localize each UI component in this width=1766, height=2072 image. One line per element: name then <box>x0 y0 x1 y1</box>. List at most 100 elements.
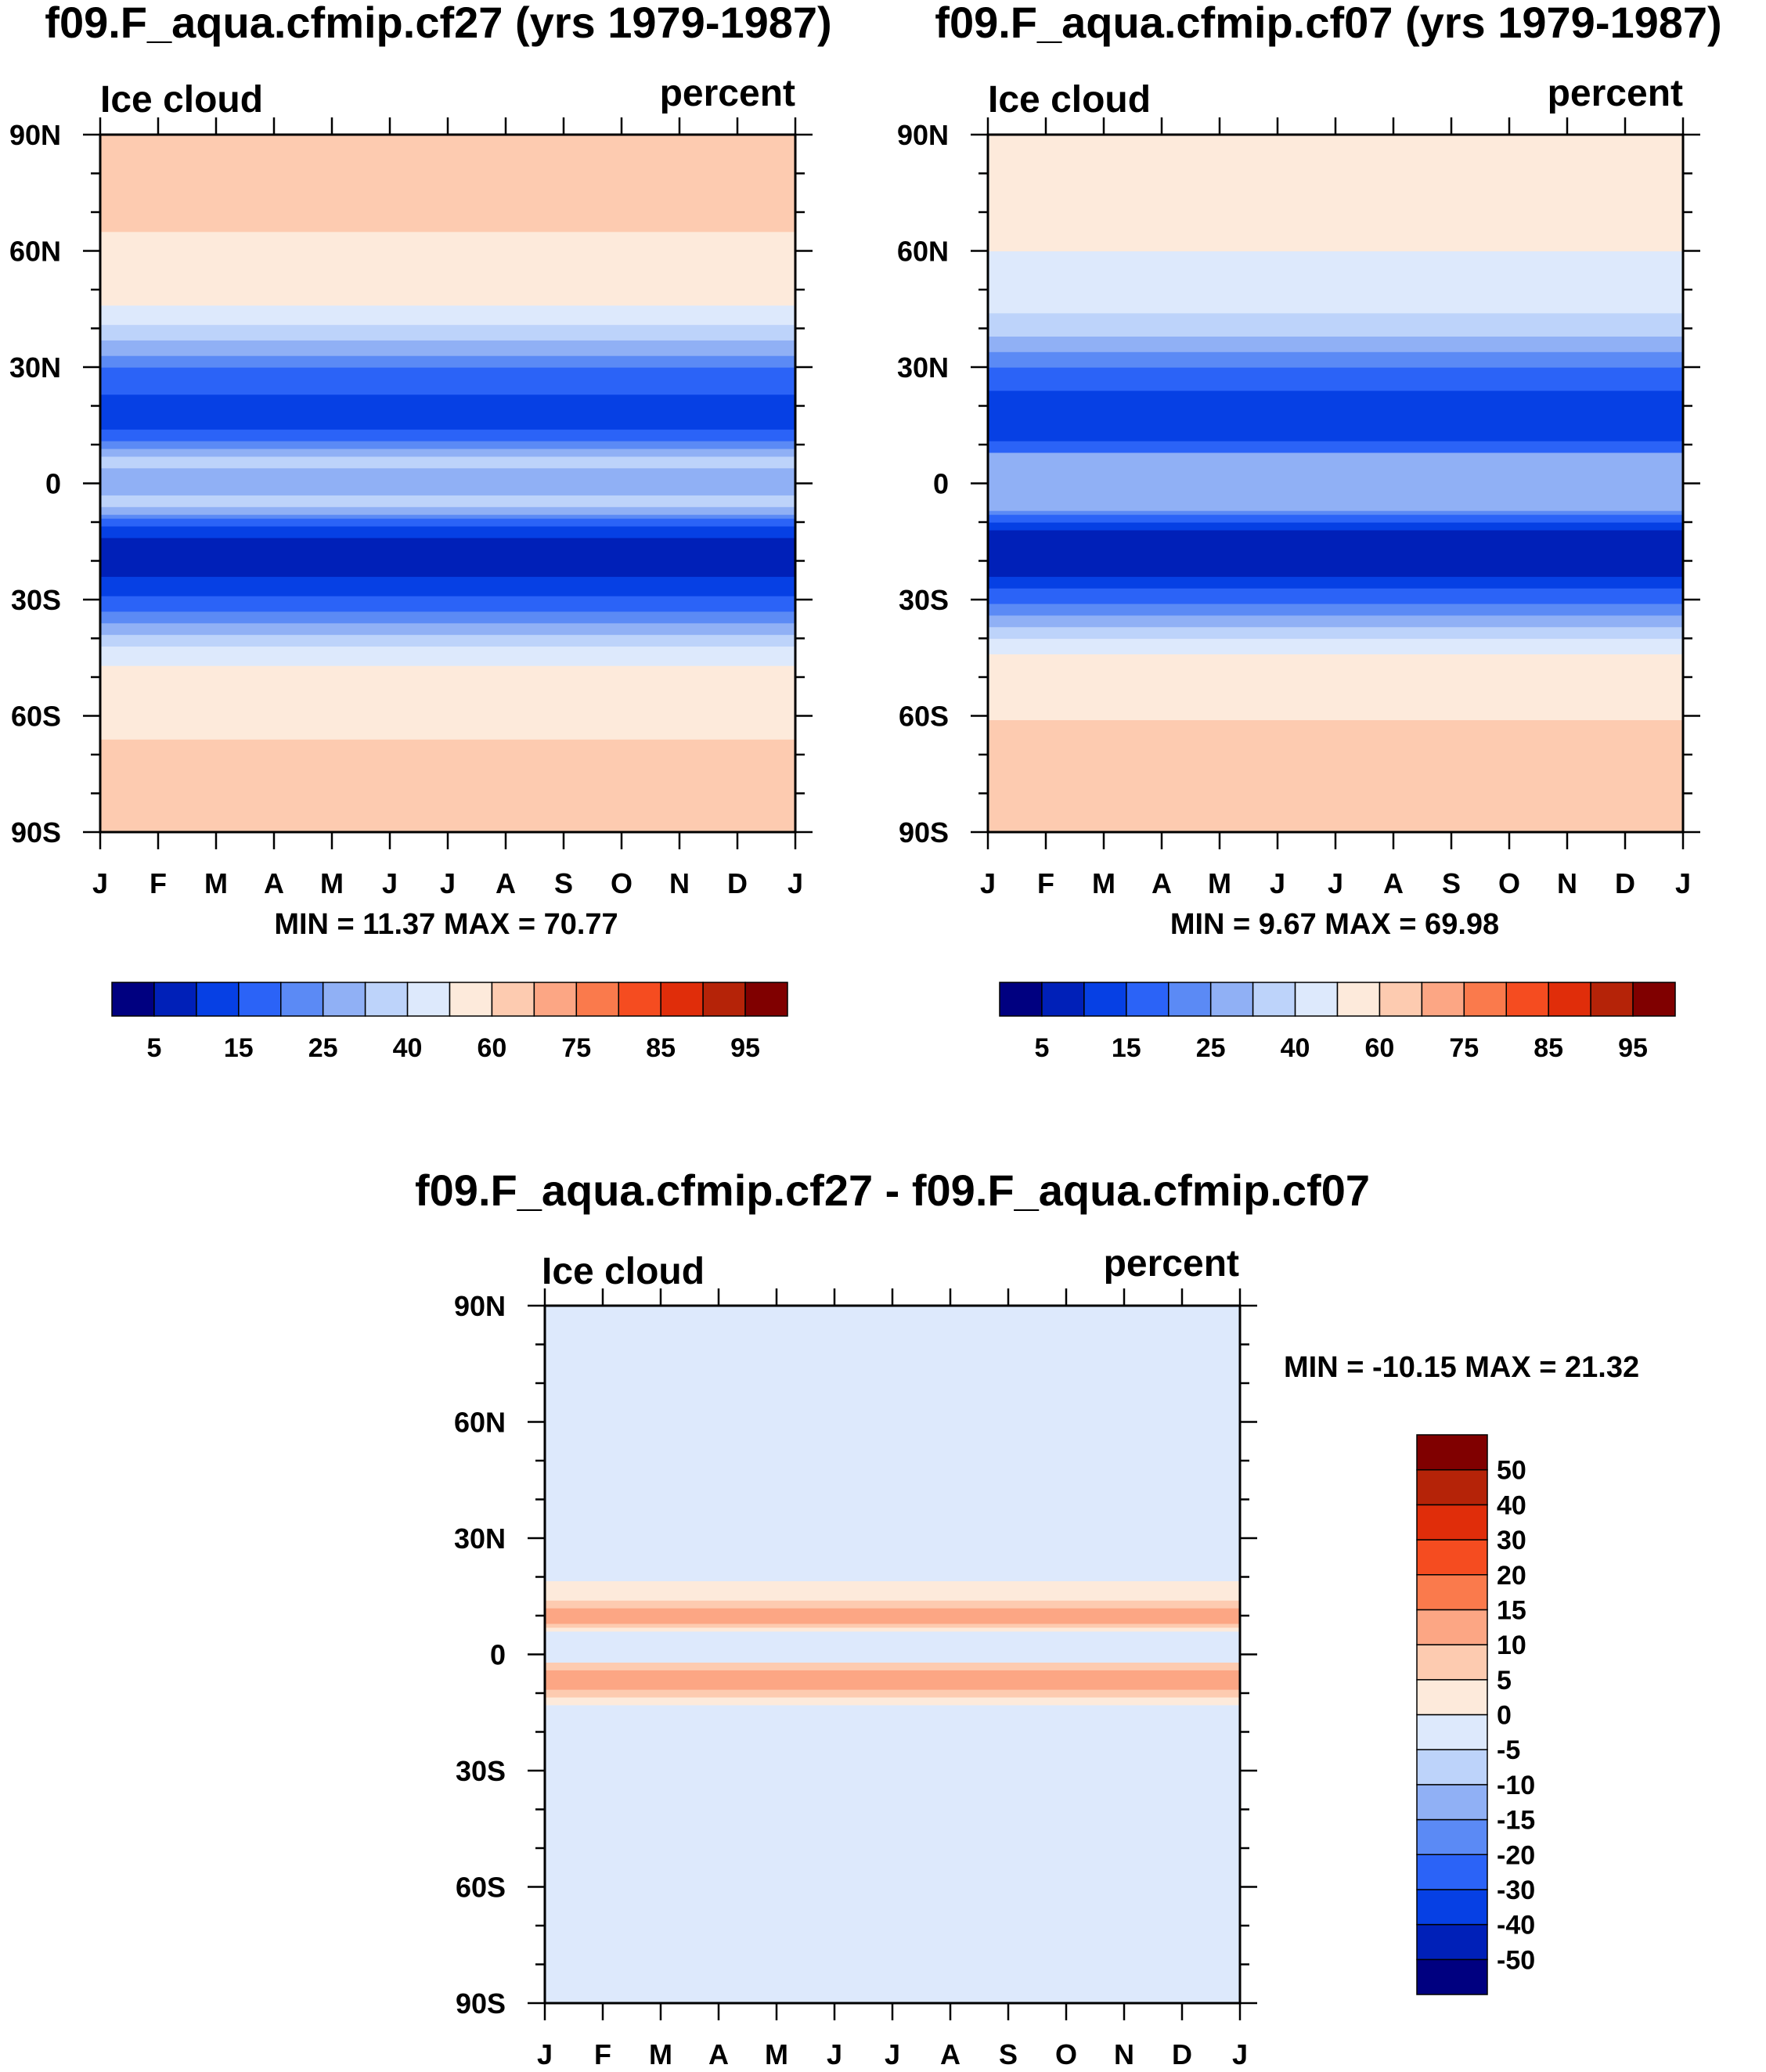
x-tick-label: S <box>554 867 573 899</box>
colorbar-label: 40 <box>393 1033 423 1063</box>
colorbar-swatch <box>491 982 535 1017</box>
colorbar-swatch <box>1209 982 1254 1017</box>
x-tick-label: A <box>1383 867 1404 899</box>
colorbar-swatch <box>1416 1609 1488 1645</box>
contour-band <box>988 441 1683 453</box>
colorbar-label: 40 <box>1281 1033 1310 1063</box>
contour-band <box>988 588 1683 604</box>
x-tick-label: O <box>611 867 633 899</box>
panel-title: f09.F_aqua.cfmip.cf27 (yrs 1979-1987) <box>45 0 831 47</box>
colorbar-swatch <box>153 982 197 1017</box>
colorbar-label: -10 <box>1497 1771 1535 1800</box>
contour-band <box>545 1627 1240 1632</box>
colorbar-swatch <box>364 982 409 1017</box>
colorbar-label: 75 <box>561 1033 591 1063</box>
x-tick-label: J <box>1328 867 1343 899</box>
colorbar-swatch <box>1336 982 1381 1017</box>
colorbar-label: -20 <box>1497 1840 1535 1870</box>
x-tick-label: J <box>1675 867 1691 899</box>
contour-band <box>545 1631 1240 1663</box>
colorbar-label: 15 <box>1497 1595 1526 1625</box>
colorbar-swatch <box>1590 982 1634 1017</box>
contour-band <box>988 626 1683 640</box>
colorbar-swatch <box>1416 1679 1488 1716</box>
contour-band <box>100 525 795 539</box>
y-tick-label: 60N <box>897 236 949 268</box>
contour-band <box>988 367 1683 391</box>
colorbar-swatch <box>111 982 155 1017</box>
contour-band <box>988 390 1683 441</box>
panel-cf07: f09.F_aqua.cfmip.cf07 (yrs 1979-1987) Ic… <box>897 0 1722 1063</box>
contour-band <box>100 576 795 596</box>
y-tick-label: 60N <box>454 1407 506 1439</box>
contour-plot: 90N 60N 30N 0 30S 60S 90S J F M A M J J A S O N D J <box>454 1288 1257 2070</box>
x-tick-label: J <box>787 867 803 899</box>
colorbar-label: 25 <box>308 1033 338 1063</box>
x-tick-label: F <box>1037 867 1054 899</box>
contour-band <box>100 537 795 577</box>
y-tick-label: 90N <box>454 1290 506 1322</box>
contour-band <box>545 1662 1240 1670</box>
colorbar-label: 5 <box>1034 1033 1049 1063</box>
colorbar-swatch <box>1379 982 1423 1017</box>
x-tick-label: J <box>980 867 996 899</box>
contour-band <box>988 638 1683 654</box>
colorbar-swatch <box>1416 1923 1488 1961</box>
min-max-stats: MIN = 9.67 MAX = 69.98 <box>1170 908 1499 941</box>
x-tick-label: M <box>765 2038 788 2070</box>
colorbar-swatch <box>1416 1818 1488 1855</box>
x-tick-label: A <box>1152 867 1172 899</box>
contour-band <box>100 324 795 341</box>
colorbar-swatch <box>1416 1784 1488 1821</box>
y-tick-label: 30S <box>11 584 61 616</box>
contour-band <box>545 1696 1240 1706</box>
min-max-stats: MIN = 11.37 MAX = 70.77 <box>274 908 618 941</box>
x-tick-label: A <box>940 2038 960 2070</box>
contour-band <box>988 719 1683 833</box>
contour-band <box>545 1689 1240 1698</box>
contour-band <box>100 467 795 495</box>
x-tick-label: J <box>382 867 398 899</box>
colorbar-swatch <box>280 982 324 1017</box>
x-tick-label: S <box>999 2038 1018 2070</box>
contour-band <box>100 231 795 306</box>
contour-band <box>988 522 1683 531</box>
contour-band <box>100 514 795 519</box>
colorbar-label: -30 <box>1497 1876 1535 1905</box>
colorbar-swatch <box>322 982 366 1017</box>
colorbar-swatch <box>999 982 1043 1017</box>
y-tick-label: 60S <box>899 701 949 733</box>
contour-band <box>100 611 795 624</box>
colorbar-swatch <box>533 982 578 1017</box>
colorbar-swatch <box>1548 982 1591 1017</box>
x-tick-label: F <box>150 867 167 899</box>
contour-band <box>100 448 795 457</box>
colorbar: 5 15 25 40 60 75 85 95 <box>999 982 1676 1063</box>
contour-plot: 90N 60N 30N 0 30S 60S 90S J F M A M J J A S O N D J <box>897 117 1700 899</box>
y-tick-label: 90S <box>11 816 61 849</box>
colorbar-swatch <box>1416 1713 1488 1750</box>
colorbar-label: 95 <box>730 1033 760 1063</box>
contour-band <box>545 1600 1240 1609</box>
colorbar-swatch <box>1416 1854 1488 1890</box>
contour-band <box>100 441 795 449</box>
x-tick-label: M <box>1092 867 1115 899</box>
variable-label: Ice cloud <box>988 79 1151 121</box>
colorbar-swatch <box>238 982 282 1017</box>
x-tick-label: D <box>1615 867 1635 899</box>
colorbar-label: 85 <box>1534 1033 1563 1063</box>
colorbar-label: 75 <box>1449 1033 1479 1063</box>
y-tick-label: 30N <box>454 1522 506 1555</box>
units-label: percent <box>1104 1243 1239 1285</box>
x-tick-label: O <box>1498 867 1520 899</box>
x-tick-label: M <box>204 867 228 899</box>
x-tick-label: A <box>264 867 284 899</box>
colorbar-swatch <box>1416 1574 1488 1611</box>
x-tick-label: N <box>1557 867 1577 899</box>
contour-band <box>545 1608 1240 1624</box>
y-tick-label: 30S <box>456 1755 506 1787</box>
y-tick-label: 0 <box>490 1639 506 1671</box>
x-tick-label: O <box>1055 2038 1077 2070</box>
colorbar-swatch <box>196 982 240 1017</box>
colorbar-swatch <box>1632 982 1676 1017</box>
